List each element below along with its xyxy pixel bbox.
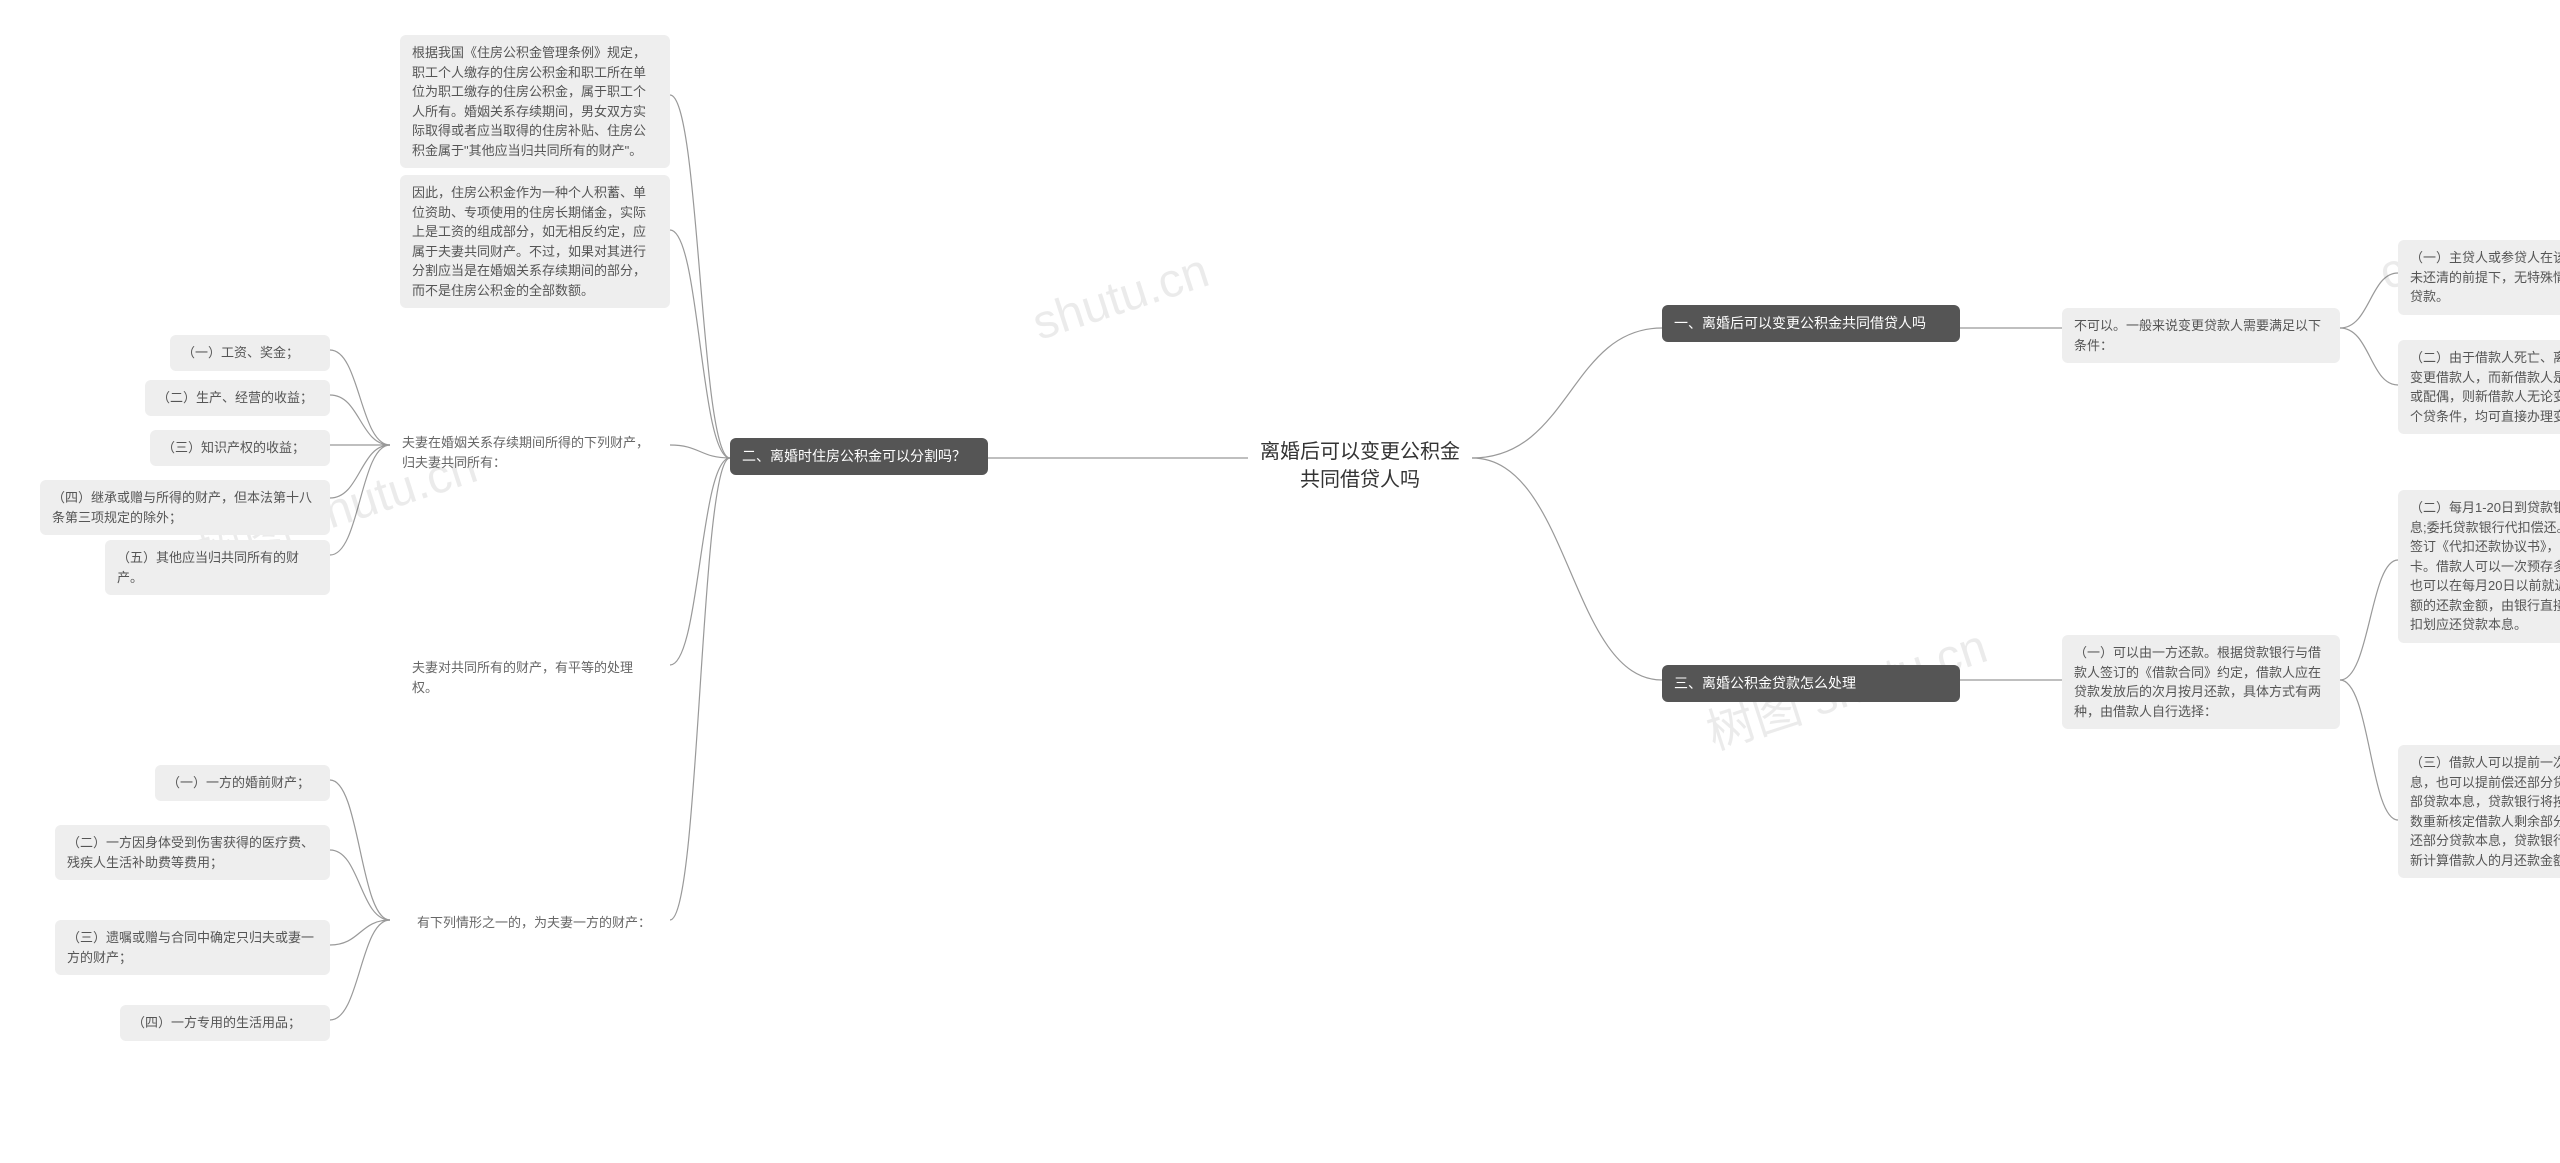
section2-group1-item-2: （二）生产、经营的收益；	[145, 380, 330, 416]
section2-group2-item-4: （四）一方专用的生活用品；	[120, 1005, 330, 1041]
section1-leaf-2: （二）由于借款人死亡、离婚或其他法定原因需变更借款人，而新借款人是原借款人的直系…	[2398, 340, 2560, 434]
section3-title: 三、离婚公积金贷款怎么处理	[1662, 665, 1960, 702]
section3-leaf-2: （三）借款人可以提前一次性偿还全部贷款本息，也可以提前偿还部分贷款本金：提前偿还…	[2398, 745, 2560, 878]
section2-group2-item-1: （一）一方的婚前财产；	[155, 765, 330, 801]
section3-child: （一）可以由一方还款。根据贷款银行与借款人签订的《借款合同》约定，借款人应在贷款…	[2062, 635, 2340, 729]
section1-child: 不可以。一般来说变更贷款人需要满足以下条件：	[2062, 308, 2340, 363]
section1-leaf-1: （一）主贷人或参贷人在该套房屋公积金贷款还未还清的前提下，无特殊情况下不得退出公…	[2398, 240, 2560, 315]
section2-group1-item-1: （一）工资、奖金；	[170, 335, 330, 371]
section1-title: 一、离婚后可以变更公积金共同借贷人吗	[1662, 305, 1960, 342]
root-node: 离婚后可以变更公积金共同借贷人吗	[1248, 430, 1472, 502]
section2-group1-item-4: （四）继承或赠与所得的财产，但本法第十八条第三项规定的除外；	[40, 480, 330, 535]
section2-group1-label: 夫妻在婚姻关系存续期间所得的下列财产，归夫妻共同所有：	[390, 425, 670, 480]
section2-group2-item-2: （二）一方因身体受到伤害获得的医疗费、残疾人生活补助费等费用；	[55, 825, 330, 880]
watermark: shutu.cn	[1026, 243, 1216, 351]
section2-group1-item-5: （五）其他应当归共同所有的财产。	[105, 540, 330, 595]
connector-layer	[0, 0, 2560, 1163]
section2-group2-item-3: （三）遗嘱或赠与合同中确定只归夫或妻一方的财产；	[55, 920, 330, 975]
section2-plain1: 夫妻对共同所有的财产，有平等的处理权。	[400, 650, 670, 705]
section2-para-1: 根据我国《住房公积金管理条例》规定，职工个人缴存的住房公积金和职工所在单位为职工…	[400, 35, 670, 168]
section2-group2-label: 有下列情形之一的，为夫妻一方的财产：	[405, 905, 665, 941]
section2-para-2: 因此，住房公积金作为一种个人积蓄、单位资助、专项使用的住房长期储金，实际上是工资…	[400, 175, 670, 308]
section2-group1-item-3: （三）知识产权的收益；	[150, 430, 330, 466]
section2-title: 二、离婚时住房公积金可以分割吗？	[730, 438, 988, 475]
section3-leaf-1: （二）每月1-20日到贷款银行用现金偿还贷款本息;委托贷款银行代扣偿还。借款人与…	[2398, 490, 2560, 643]
